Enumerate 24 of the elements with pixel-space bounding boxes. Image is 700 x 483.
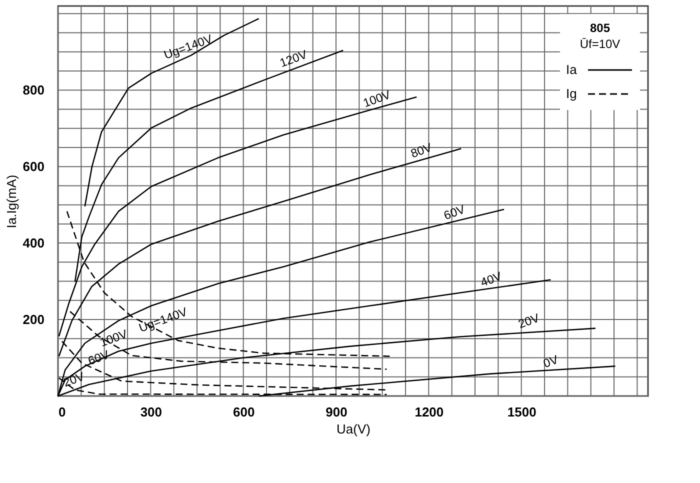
annotation: 20V [516,310,542,332]
x-axis-title: Ua(V) [336,422,370,436]
y-tick-label: 800 [22,82,44,98]
annotation: 0V [541,352,560,371]
annotation: 80V [408,140,434,161]
annotation: 40V [478,269,504,290]
x-tick-label: 1500 [507,404,536,420]
legend-label: Ia [566,62,578,77]
annotation: 60V [442,202,467,223]
y-tick-label: 200 [22,312,44,328]
annotation: 100V [98,326,130,350]
x-tick-label: 600 [232,404,255,420]
legend-title: 805 Ūf=10V [580,21,620,51]
x-tick-label: 900 [326,404,348,420]
x-tick-label: 300 [140,404,162,420]
y-axis-title: Ia.Ig(mA) [4,174,19,228]
legend-label: Ig [566,86,577,101]
x-tick-label: 1200 [414,404,444,420]
annotation: 120V [278,47,309,70]
annotation: 20V [61,369,86,390]
annotation: 100V [361,87,392,110]
y-tick-label: 400 [22,236,44,251]
y-tick-label: 600 [22,159,44,174]
x-tick-label: 0 [58,404,66,420]
